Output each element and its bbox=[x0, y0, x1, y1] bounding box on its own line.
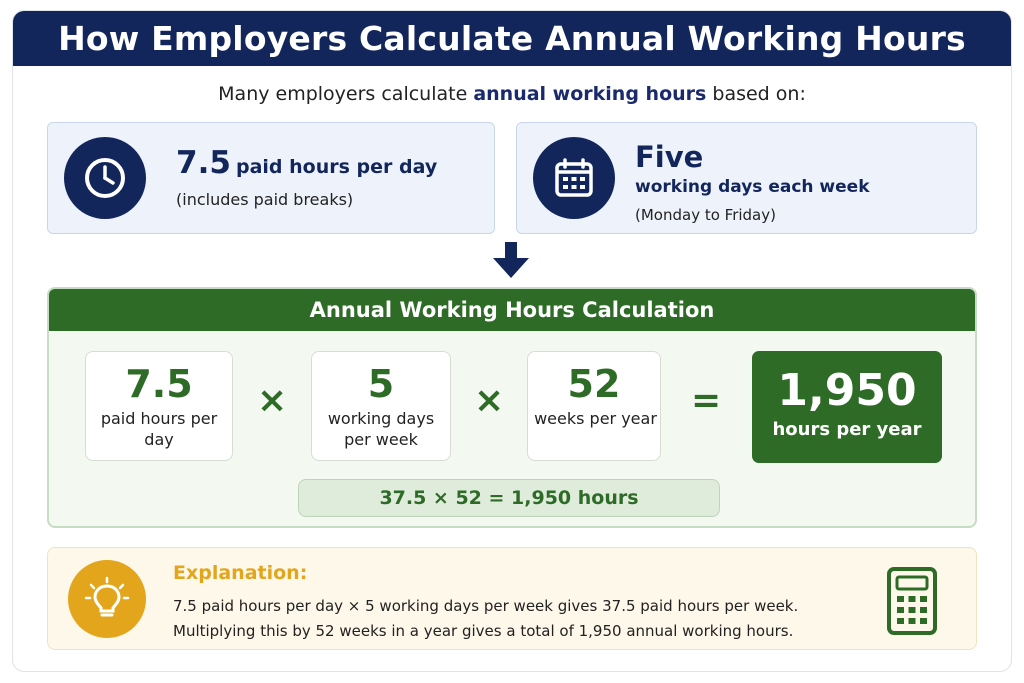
multiply-operator: × bbox=[474, 380, 505, 421]
result-box: 1,950 hours per year bbox=[752, 351, 942, 463]
explanation-line: 7.5 paid hours per day × 5 working days … bbox=[173, 597, 799, 615]
factor-days-per-week: 5 working days per week bbox=[311, 351, 451, 461]
intro-text: Many employers calculate annual working … bbox=[13, 83, 1011, 105]
lightbulb-icon bbox=[68, 560, 146, 638]
explanation-title: Explanation: bbox=[173, 562, 308, 584]
calculation-panel: Annual Working Hours Calculation 7.5 pai… bbox=[47, 287, 977, 528]
result-label: hours per year bbox=[772, 419, 922, 440]
page-title: How Employers Calculate Annual Working H… bbox=[13, 11, 1011, 66]
down-arrow-icon bbox=[491, 240, 531, 284]
factor-hours-per-day: 7.5 paid hours per day bbox=[85, 351, 233, 461]
weekly-days-value: Five bbox=[635, 140, 704, 174]
calendar-icon bbox=[533, 137, 615, 219]
formula-summary: 37.5 × 52 = 1,950 hours bbox=[298, 479, 720, 517]
infographic-frame: How Employers Calculate Annual Working H… bbox=[12, 10, 1012, 672]
calculation-header: Annual Working Hours Calculation bbox=[49, 289, 975, 331]
factor-weeks-per-year: 52 weeks per year bbox=[527, 351, 661, 461]
daily-hours-note: (includes paid breaks) bbox=[176, 190, 354, 209]
factor-label: paid hours per day bbox=[100, 409, 218, 449]
daily-hours-card: 7.5 paid hours per day (includes paid br… bbox=[47, 122, 495, 234]
intro-before: Many employers calculate bbox=[218, 83, 474, 105]
equals-operator: = bbox=[691, 380, 722, 421]
factor-value: 52 bbox=[567, 362, 621, 406]
weekly-days-note: (Monday to Friday) bbox=[635, 206, 776, 224]
factor-label: weeks per year bbox=[534, 409, 657, 428]
multiply-operator: × bbox=[257, 380, 288, 421]
clock-icon bbox=[64, 137, 146, 219]
factor-value: 5 bbox=[367, 362, 395, 406]
explanation-line: Multiplying this by 52 weeks in a year g… bbox=[173, 622, 794, 640]
intro-after: based on: bbox=[706, 83, 806, 105]
daily-hours-value: 7.5 bbox=[176, 145, 231, 181]
daily-hours-label: paid hours per day bbox=[236, 156, 438, 178]
factor-label: working days per week bbox=[327, 409, 435, 449]
calculator-icon bbox=[886, 566, 938, 640]
result-value: 1,950 bbox=[777, 365, 917, 416]
weekly-days-label: working days each week bbox=[635, 177, 870, 197]
intro-highlight: annual working hours bbox=[473, 83, 707, 105]
explanation-panel: Explanation: 7.5 paid hours per day × 5 … bbox=[47, 547, 977, 650]
factor-value: 7.5 bbox=[125, 362, 193, 406]
weekly-days-card: Five working days each week (Monday to F… bbox=[516, 122, 977, 234]
